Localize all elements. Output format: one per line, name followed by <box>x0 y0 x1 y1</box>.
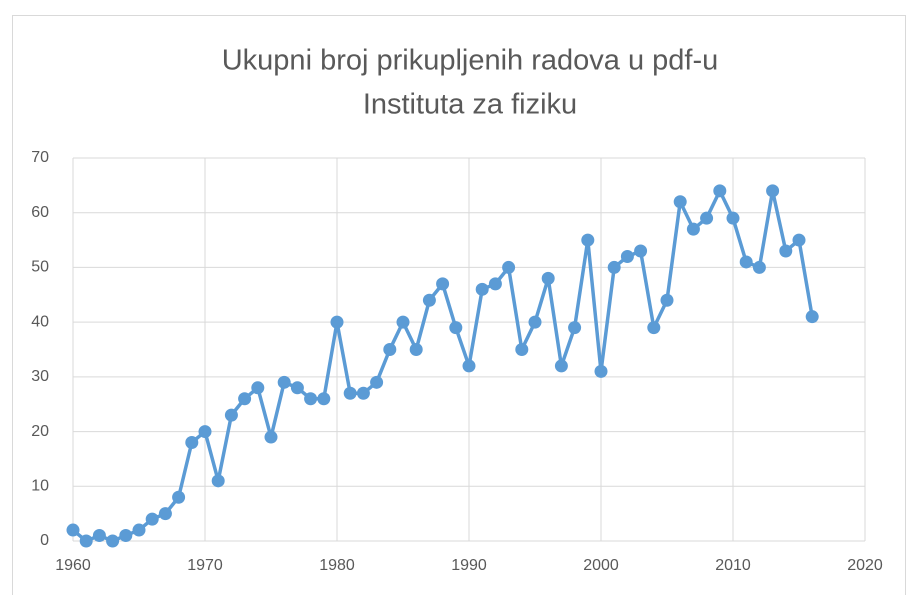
data-point <box>396 315 410 329</box>
data-point <box>436 277 450 291</box>
data-point <box>185 436 199 450</box>
data-point <box>383 343 397 356</box>
data-point <box>132 523 146 537</box>
data-point <box>356 386 370 400</box>
data-point <box>370 375 384 389</box>
data-point <box>264 430 278 444</box>
y-tick-label: 20 <box>31 423 49 440</box>
x-tick-label: 1990 <box>451 557 487 574</box>
data-point <box>647 321 661 335</box>
data-point <box>752 260 766 274</box>
data-point <box>515 343 529 356</box>
data-point <box>779 244 793 258</box>
data-point <box>119 529 133 543</box>
data-point <box>145 512 159 526</box>
data-point <box>805 310 819 324</box>
data-point <box>304 392 318 406</box>
x-tick-label: 2020 <box>847 557 883 574</box>
data-point <box>488 277 502 291</box>
data-point <box>673 195 687 209</box>
data-point <box>686 222 700 236</box>
chart-title: Ukupni broj prikupljenih radova u pdf-u <box>222 45 719 77</box>
data-point <box>581 233 595 247</box>
data-point <box>409 343 423 356</box>
data-point <box>343 386 357 400</box>
data-point <box>158 507 172 521</box>
x-tick-label: 2010 <box>715 557 751 574</box>
data-point <box>792 233 806 247</box>
data-point <box>620 249 634 263</box>
y-tick-label: 70 <box>31 149 49 166</box>
y-tick-label: 10 <box>31 478 49 495</box>
x-tick-label: 1980 <box>319 557 355 574</box>
y-tick-label: 30 <box>31 368 49 385</box>
data-point <box>713 184 727 198</box>
data-point <box>634 244 648 258</box>
data-point <box>594 364 608 378</box>
y-tick-label: 50 <box>31 259 49 276</box>
data-point <box>79 534 93 548</box>
data-point <box>66 523 80 537</box>
data-point <box>172 490 186 504</box>
data-point <box>660 293 674 307</box>
y-tick-label: 0 <box>40 532 49 549</box>
data-point <box>475 282 489 296</box>
data-point <box>462 359 476 373</box>
x-tick-label: 2000 <box>583 557 619 574</box>
data-point <box>528 315 542 329</box>
data-point <box>238 392 252 406</box>
data-point <box>277 375 291 389</box>
data-point <box>92 529 106 543</box>
data-point <box>330 315 344 329</box>
data-point <box>607 260 621 274</box>
x-tick-label: 1970 <box>187 557 223 574</box>
data-point <box>317 392 331 406</box>
data-point <box>251 381 265 395</box>
data-point <box>449 321 463 335</box>
y-tick-label: 40 <box>31 313 49 330</box>
data-point <box>739 255 753 269</box>
data-point <box>568 321 582 335</box>
chart-frame <box>12 15 906 595</box>
data-point <box>290 381 304 395</box>
chart-title: Instituta za fiziku <box>363 89 577 121</box>
data-point <box>198 425 212 439</box>
data-point <box>211 474 225 488</box>
data-point <box>106 534 120 548</box>
data-point <box>541 271 555 285</box>
data-point <box>766 184 780 198</box>
data-point <box>224 408 238 422</box>
x-tick-label: 1960 <box>55 557 91 574</box>
data-point <box>726 211 740 225</box>
data-point <box>700 211 714 225</box>
data-point <box>502 260 516 274</box>
data-point <box>422 293 436 307</box>
data-point <box>554 359 568 373</box>
y-tick-label: 60 <box>31 204 49 221</box>
